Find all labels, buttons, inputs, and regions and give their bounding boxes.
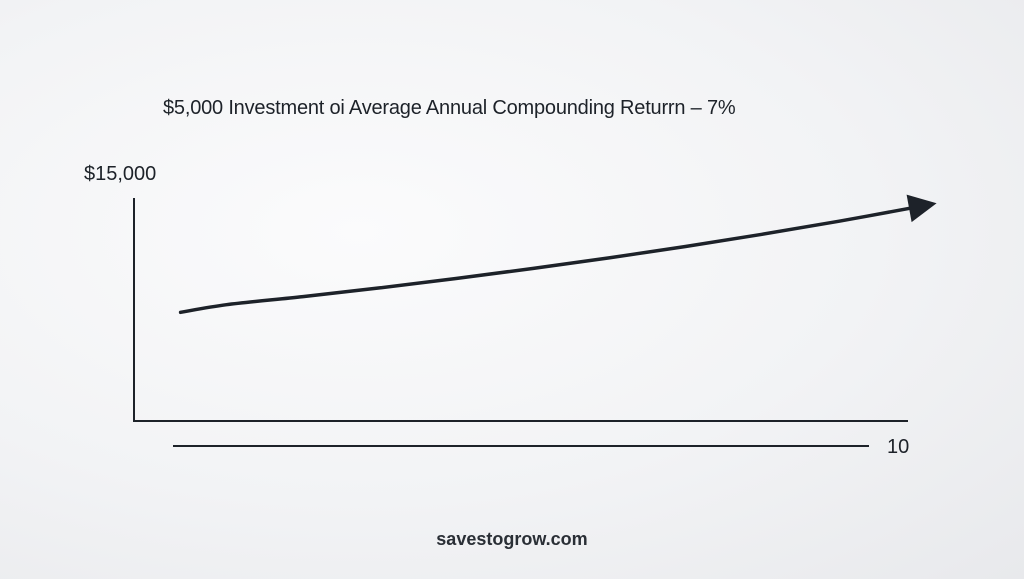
watermark-text: savestogrow.com xyxy=(436,529,588,549)
series-arrowhead-0 xyxy=(906,194,937,223)
series-line-0 xyxy=(178,205,917,315)
x-axis-max-label: 10 xyxy=(887,436,910,458)
y-axis-max-label: $15,000 xyxy=(84,163,157,185)
series-layer xyxy=(178,194,937,315)
chart-title: $5,000 Investment oi Average Annual Comp… xyxy=(163,97,736,119)
